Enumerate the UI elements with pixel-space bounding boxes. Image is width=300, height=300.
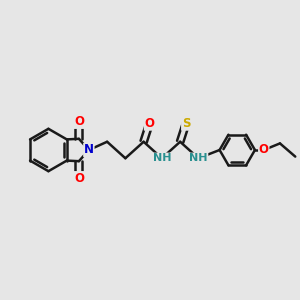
Text: NH: NH bbox=[153, 153, 171, 163]
Text: O: O bbox=[74, 115, 84, 128]
Text: S: S bbox=[182, 117, 190, 130]
Text: NH: NH bbox=[189, 153, 208, 163]
Text: O: O bbox=[145, 117, 154, 130]
Text: N: N bbox=[84, 143, 94, 157]
Text: O: O bbox=[74, 172, 84, 185]
Text: O: O bbox=[259, 143, 269, 157]
